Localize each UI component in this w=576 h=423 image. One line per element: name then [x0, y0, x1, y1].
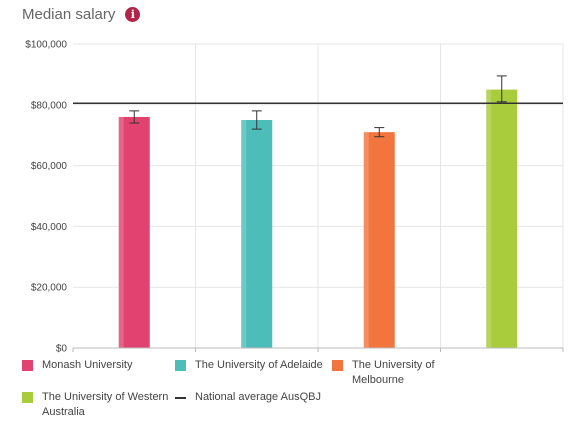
legend-label-line2: Australia	[42, 406, 85, 418]
bar-highlight	[486, 89, 492, 348]
legend-label-line2: Melbourne	[352, 374, 404, 386]
info-icon[interactable]: i	[125, 7, 141, 22]
legend-item-adelaide[interactable]: The University of Adelaide	[175, 358, 323, 373]
chart-title: Median salary	[22, 6, 116, 23]
legend-swatch	[22, 392, 33, 403]
legend-swatch	[22, 360, 33, 371]
y-tick-label: $100,000	[25, 40, 67, 51]
bar	[486, 89, 518, 348]
bar	[241, 120, 273, 348]
legend-item-national-average[interactable]: National average AusQBJ	[175, 390, 321, 405]
bar-highlight	[118, 116, 124, 349]
legend-label: The University of Western Australia	[42, 390, 168, 420]
y-tick-label: $40,000	[31, 222, 68, 233]
y-tick-label: $80,000	[31, 100, 68, 111]
bar	[363, 132, 395, 348]
chart-header: Median salary i	[22, 6, 141, 23]
bar-highlight	[241, 120, 247, 348]
legend-label: National average AusQBJ	[195, 391, 321, 403]
y-tick-label: $20,000	[31, 283, 68, 294]
legend-label-line1: The University of	[352, 359, 435, 371]
bar-chart: $0 $20,000 $40,000 $60,000 $80,000 $100,000	[25, 40, 564, 355]
y-tick-label: $60,000	[31, 161, 68, 172]
legend-item-monash[interactable]: Monash University	[22, 358, 132, 373]
y-tick-label: $0	[56, 344, 68, 355]
bar-highlight	[363, 132, 369, 348]
legend-label: The University of Melbourne	[352, 358, 435, 388]
legend-item-melbourne[interactable]: The University of Melbourne	[332, 358, 435, 388]
bar	[118, 116, 150, 349]
legend-line-swatch	[175, 397, 186, 399]
legend-label: The University of Adelaide	[195, 359, 323, 371]
legend-swatch	[175, 360, 186, 371]
legend-item-western-australia[interactable]: The University of Western Australia	[22, 390, 168, 420]
legend-label: Monash University	[42, 359, 133, 371]
legend-label-line1: The University of Western	[42, 391, 169, 403]
legend-swatch	[332, 360, 343, 371]
